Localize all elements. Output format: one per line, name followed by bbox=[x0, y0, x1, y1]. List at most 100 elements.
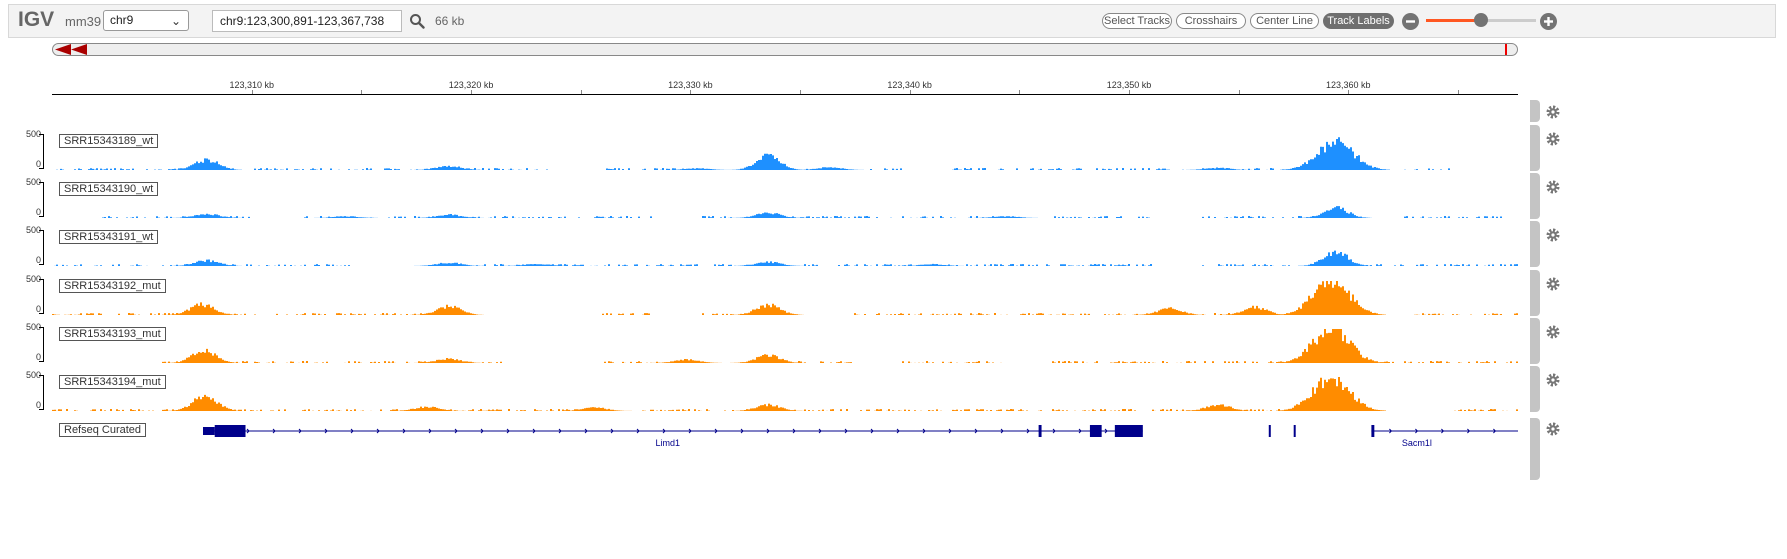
zoom-slider[interactable] bbox=[1426, 13, 1536, 27]
track-labels-button[interactable]: Track Labels bbox=[1323, 13, 1394, 29]
coverage-plot[interactable] bbox=[52, 132, 1518, 170]
gene-exon[interactable] bbox=[1268, 425, 1271, 437]
ruler-axis-line bbox=[52, 94, 1518, 95]
strand-arrow bbox=[818, 428, 822, 434]
annotation-track[interactable]: Refseq Curated Limd1 Sacm1l bbox=[0, 418, 1787, 480]
strand-arrow bbox=[324, 428, 328, 434]
gear-icon[interactable] bbox=[1545, 179, 1561, 195]
ruler-tick-label: 123,350 kb bbox=[1106, 80, 1152, 90]
gear-icon[interactable] bbox=[1545, 421, 1561, 437]
gear-icon[interactable] bbox=[1545, 131, 1561, 147]
ruler-tick bbox=[251, 90, 253, 94]
crosshairs-button[interactable]: Crosshairs bbox=[1176, 13, 1246, 29]
track-scale-min: 0 bbox=[36, 255, 42, 266]
track-scale-axis bbox=[43, 230, 44, 265]
track-name-label[interactable]: SRR15343189_wt bbox=[59, 134, 159, 148]
strand-arrow bbox=[1415, 428, 1419, 434]
ruler-minor-tick bbox=[1457, 90, 1459, 94]
coverage-area bbox=[52, 206, 1518, 219]
track-scale-cap bbox=[39, 360, 44, 362]
strand-arrow bbox=[350, 428, 354, 434]
strand-arrow bbox=[246, 428, 250, 434]
strand-arrow bbox=[1389, 428, 1393, 434]
gene-features[interactable] bbox=[52, 418, 1518, 458]
coverage-track[interactable]: 500 0 SRR15343193_mut bbox=[0, 317, 1787, 365]
igv-logo: IGV bbox=[18, 8, 55, 31]
gene-exon[interactable] bbox=[202, 427, 215, 435]
gene-exon[interactable] bbox=[1089, 425, 1102, 437]
track-scale-cap bbox=[39, 134, 44, 135]
strand-arrow bbox=[454, 428, 458, 434]
track-name-label[interactable]: SRR15343194_mut bbox=[59, 375, 166, 389]
track-name-label[interactable]: SRR15343190_wt bbox=[59, 182, 159, 197]
coverage-area bbox=[52, 377, 1518, 411]
coverage-plot[interactable] bbox=[52, 373, 1518, 411]
strand-arrow bbox=[948, 428, 952, 434]
zoom-in-icon[interactable] bbox=[1540, 13, 1557, 30]
coverage-area bbox=[52, 137, 1518, 170]
strand-arrow bbox=[1052, 428, 1056, 434]
coverage-area bbox=[52, 328, 1518, 363]
track-name-label[interactable]: SRR15343191_wt bbox=[59, 230, 159, 245]
coverage-area bbox=[52, 250, 1518, 267]
ruler-tick bbox=[909, 90, 911, 94]
coverage-plot[interactable] bbox=[52, 325, 1518, 363]
track-scale-max: 500 bbox=[26, 177, 42, 188]
track-scale-axis bbox=[43, 182, 44, 217]
strand-arrow bbox=[766, 428, 770, 434]
coverage-plot[interactable] bbox=[52, 277, 1518, 315]
genomic-ruler[interactable]: 123,310 kb 123,320 kb 123,330 kb 123,340 kb… bbox=[52, 78, 1518, 98]
strand-arrow bbox=[1493, 428, 1497, 434]
track-name-label[interactable]: SRR15343193_mut bbox=[59, 326, 166, 341]
zoom-out-icon[interactable] bbox=[1402, 13, 1419, 30]
gear-icon[interactable] bbox=[1545, 372, 1561, 388]
gear-icon[interactable] bbox=[1545, 227, 1561, 243]
chevron-down-icon: ⌄ bbox=[170, 14, 181, 28]
track-scale-min: 0 bbox=[36, 207, 42, 218]
gear-icon[interactable] bbox=[1545, 324, 1561, 340]
strand-arrow bbox=[974, 428, 978, 434]
track-scale-min: 0 bbox=[36, 400, 42, 410]
coverage-track[interactable]: 500 0 SRR15343190_wt bbox=[0, 172, 1787, 220]
strand-arrow bbox=[610, 428, 614, 434]
track-gutter bbox=[1530, 418, 1540, 480]
coverage-track[interactable]: 500 0 SRR15343191_wt bbox=[0, 220, 1787, 268]
track-scale-max: 500 bbox=[26, 370, 42, 380]
track-scale-cap bbox=[39, 168, 44, 169]
coverage-track[interactable]: 500 0 SRR15343194_mut bbox=[0, 365, 1787, 413]
gene-exon[interactable] bbox=[1038, 425, 1042, 437]
track-scale-cap bbox=[39, 182, 44, 184]
strand-arrow bbox=[714, 428, 718, 434]
zoom-slider-handle[interactable] bbox=[1474, 13, 1488, 27]
gear-icon[interactable] bbox=[1545, 276, 1561, 292]
gene-exon[interactable] bbox=[1293, 425, 1296, 437]
ruler-minor-tick bbox=[361, 90, 363, 94]
igv-navbar: IGV mm39 chr9 ⌄ chr9:123,300,891-123,367… bbox=[8, 4, 1776, 38]
track-scale-cap bbox=[39, 326, 44, 328]
genome-label[interactable]: mm39 bbox=[65, 14, 102, 29]
center-line-button[interactable]: Center Line bbox=[1250, 13, 1319, 29]
ruler-tick-label: 123,330 kb bbox=[668, 80, 713, 90]
gene-name-label: Limd1 bbox=[655, 438, 680, 448]
strand-arrow bbox=[1104, 428, 1108, 434]
track-scale-cap bbox=[39, 375, 44, 376]
chromosome-select[interactable]: chr9 ⌄ bbox=[103, 10, 189, 31]
track-scale-min: 0 bbox=[36, 159, 42, 169]
coverage-track[interactable]: 500 0 SRR15343189_wt bbox=[0, 124, 1787, 172]
chromosome-ideogram[interactable] bbox=[52, 43, 1518, 56]
gene-exon[interactable] bbox=[214, 425, 246, 437]
track-scale-max: 500 bbox=[26, 129, 42, 139]
gear-icon[interactable] bbox=[1545, 104, 1561, 120]
search-icon[interactable] bbox=[409, 13, 425, 29]
ruler-tick bbox=[690, 90, 692, 94]
select-tracks-button[interactable]: Select Tracks bbox=[1102, 13, 1172, 29]
locus-input[interactable]: chr9:123,300,891-123,367,738 bbox=[212, 10, 402, 32]
coverage-plot[interactable] bbox=[52, 180, 1518, 219]
ruler-minor-tick bbox=[1019, 90, 1021, 94]
track-name-label[interactable]: Refseq Curated bbox=[59, 423, 147, 437]
coverage-track[interactable]: 500 0 SRR15343192_mut bbox=[0, 269, 1787, 317]
gene-exon[interactable] bbox=[1132, 425, 1143, 437]
gene-exon[interactable] bbox=[1371, 425, 1375, 437]
coverage-plot[interactable] bbox=[52, 228, 1518, 267]
track-name-label[interactable]: SRR15343192_mut bbox=[59, 278, 166, 293]
